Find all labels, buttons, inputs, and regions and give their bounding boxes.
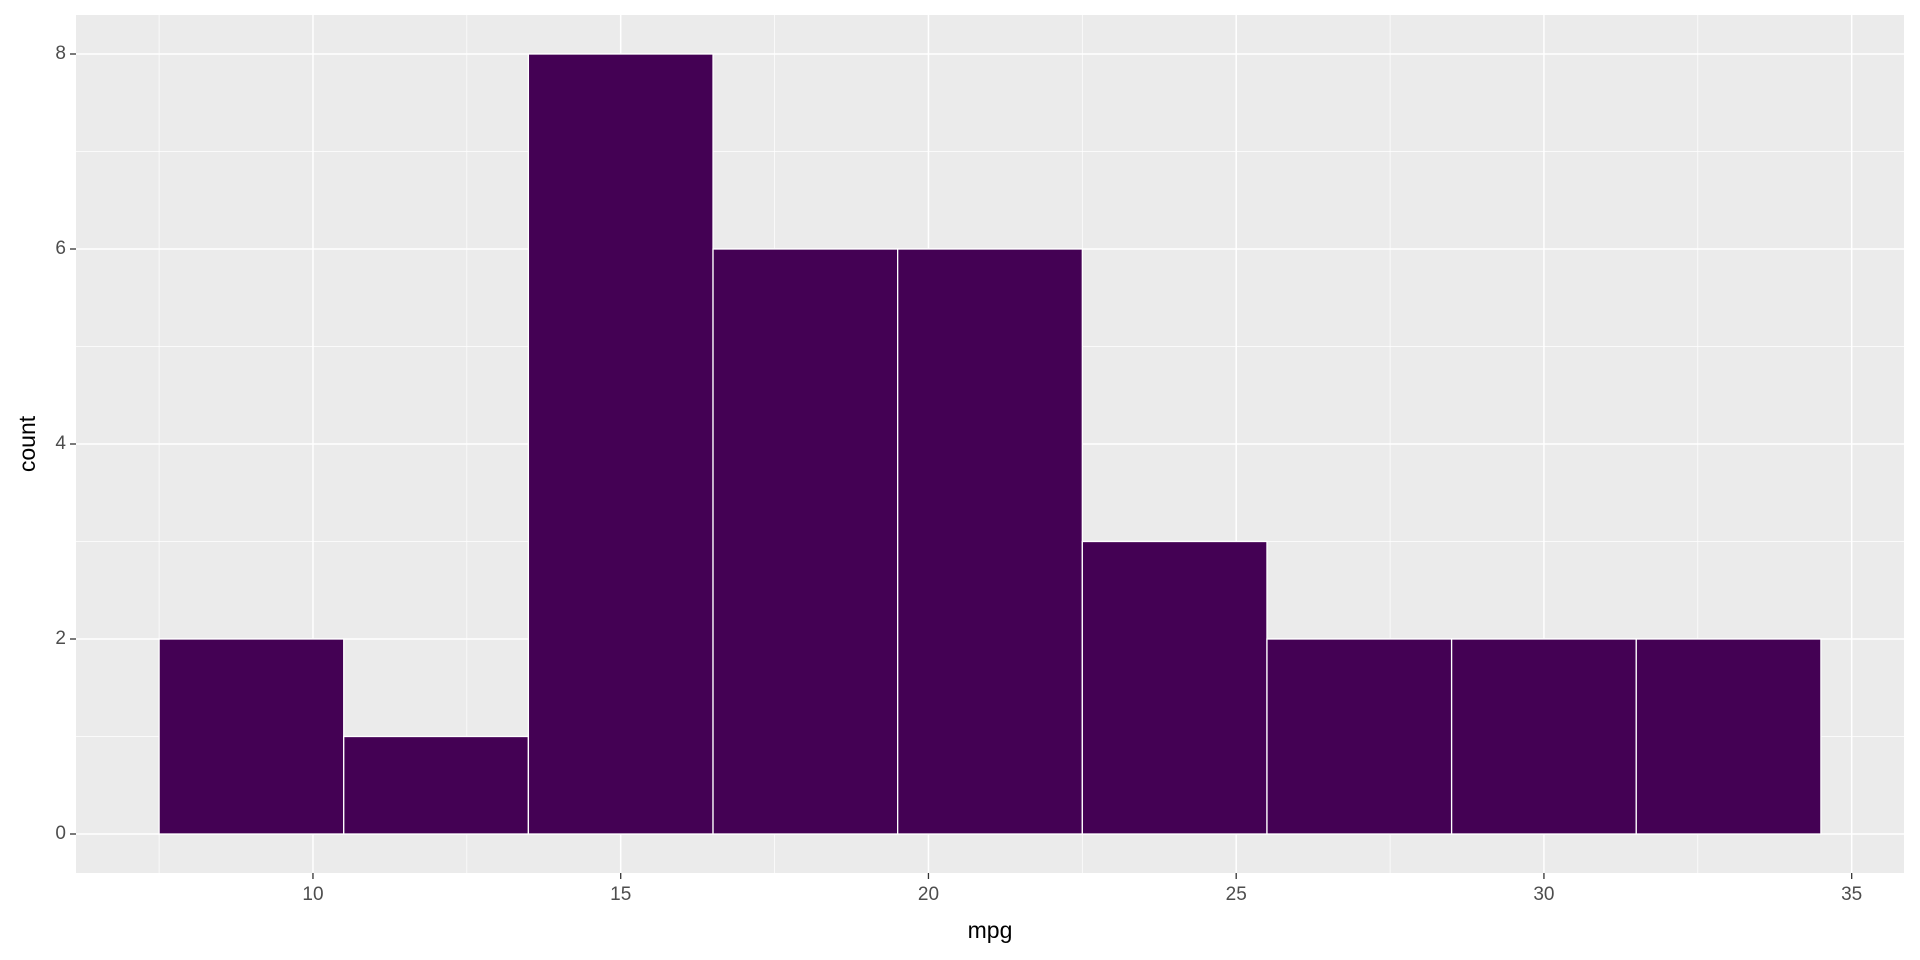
x-axis-title: mpg [968,917,1013,943]
bar [1081,540,1268,835]
y-tick-label: 4 [55,433,66,454]
bar [343,735,530,835]
x-tick-label: 30 [1533,884,1554,905]
bar [527,53,714,835]
y-tick-label: 6 [55,238,66,259]
bar [712,248,899,835]
x-tick-label: 35 [1841,884,1862,905]
bar [1635,638,1822,835]
bar [158,638,345,835]
x-tick-label: 10 [302,884,323,905]
y-tick-label: 2 [55,628,66,649]
x-tick-label: 25 [1226,884,1247,905]
bar [1450,638,1637,835]
y-tick-label: 0 [55,823,66,844]
y-tick-label: 8 [55,43,66,64]
x-tick-label: 15 [610,884,631,905]
y-axis-title: count [14,415,40,472]
x-tick-label: 20 [918,884,939,905]
bar [1266,638,1453,835]
bar [897,248,1083,835]
